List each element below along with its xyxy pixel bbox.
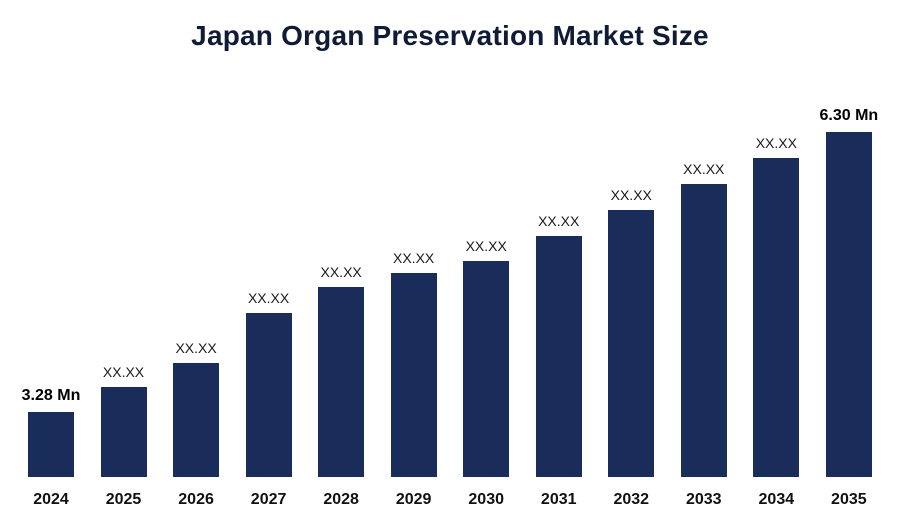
bar-value-label: XX.XX (683, 161, 725, 177)
bar-column: XX.XX 2032 (598, 187, 664, 509)
bar-column: 6.30 Mn 2035 (816, 107, 882, 509)
x-axis-label: 2030 (468, 491, 504, 508)
bar-column: XX.XX 2034 (743, 135, 809, 509)
bar-column: XX.XX 2029 (381, 250, 447, 509)
bar-column: XX.XX 2027 (236, 290, 302, 509)
x-axis-label: 2033 (685, 491, 722, 508)
x-axis-label: 2025 (105, 491, 142, 508)
bar (28, 412, 74, 477)
x-axis-label: 2032 (613, 491, 650, 508)
bar-value-label: XX.XX (755, 135, 797, 151)
bar (390, 273, 437, 477)
bar-column: XX.XX 2025 (91, 364, 157, 509)
x-axis-label: 2029 (395, 491, 432, 508)
bar-value-label: 3.28 Mn (21, 387, 81, 404)
bar-value-label: 6.30 Mn (819, 107, 879, 124)
bar-column: XX.XX 2033 (671, 161, 737, 509)
bar-value-label: XX.XX (393, 250, 435, 266)
bar-column: XX.XX 2030 (453, 238, 519, 509)
bar-column: XX.XX 2028 (308, 264, 374, 509)
x-axis-label: 2024 (33, 491, 69, 508)
bar (608, 210, 655, 477)
bar (535, 236, 582, 477)
bar-value-label: XX.XX (610, 187, 652, 203)
bar (100, 387, 147, 477)
bar-value-label: XX.XX (247, 290, 290, 306)
bar-value-label: XX.XX (320, 264, 362, 280)
bar-column: XX.XX 2031 (526, 213, 592, 509)
x-axis-label: 2035 (831, 491, 867, 508)
chart-title: Japan Organ Preservation Market Size (191, 20, 709, 51)
bar-value-label: XX.XX (538, 213, 580, 229)
x-axis-label: 2031 (540, 491, 577, 508)
x-axis-label: 2028 (323, 491, 359, 508)
bar (245, 313, 292, 477)
bar (753, 158, 800, 477)
x-axis-label: 2027 (250, 491, 287, 508)
x-axis-label: 2026 (178, 491, 214, 508)
bar (680, 184, 727, 477)
bar (173, 363, 220, 477)
bar-column: 3.28 Mn 2024 (18, 387, 84, 509)
bar (825, 132, 872, 477)
bar-value-label: XX.XX (465, 238, 507, 254)
bar-value-label: XX.XX (102, 364, 145, 380)
x-axis-label: 2034 (758, 491, 795, 508)
bar-column: XX.XX 2026 (163, 340, 229, 509)
bar (318, 287, 365, 477)
plot-area: 3.28 Mn 2024 XX.XX 2025 XX.XX 2026 XX.XX 2027 XX… (18, 107, 882, 509)
bar-value-label: XX.XX (175, 340, 217, 356)
bar (463, 261, 510, 477)
